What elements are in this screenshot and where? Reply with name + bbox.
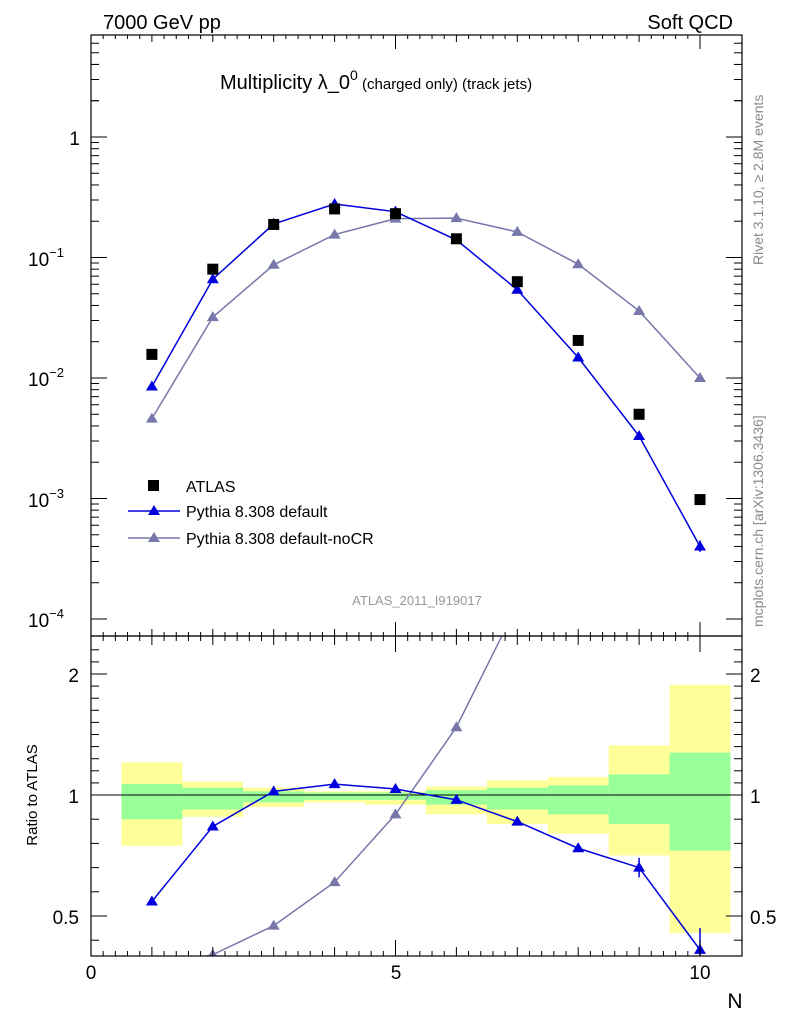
ratio-point-nocr [572,390,584,400]
main-point-default [145,380,158,391]
ratio-point-nocr [389,808,402,819]
ratio-ytick-label-05-right: 0.5 [750,908,776,929]
ratio-point-default [572,842,585,853]
main-point-atlas [511,276,523,288]
ratio-ytick-label-1-right: 1 [750,787,761,808]
legend-marker-default [148,505,160,515]
xtick-label-5: 5 [391,963,402,984]
ratio-point-default [267,785,280,796]
ratio-band-inner [486,787,548,810]
main-point-nocr [450,212,463,223]
ratio-point-default [389,782,402,793]
xtick-label-10: 10 [689,963,710,984]
main-point-nocr [267,258,280,269]
ratio-band-inner [304,792,366,800]
legend-label-default: Pythia 8.308 default [186,504,328,521]
main-line-default [151,203,701,547]
analysis-watermark: ATLAS_2011_I919017 [352,593,482,608]
ratio-band-inner [243,791,305,803]
ratio-ytick-label-05-left: 0.5 [53,908,79,929]
ratio-point-nocr [511,599,523,609]
main-ytick-label-2: 10−2 [28,365,64,391]
ratio-point-nocr [328,876,341,887]
legend-label-atlas: ATLAS [186,479,236,496]
main-ytick-label-3: 10−3 [28,486,64,512]
main-point-default [694,540,706,551]
main-point-atlas [633,408,645,420]
main-point-default [633,430,646,441]
ratio-point-default [328,778,341,789]
ratio-point-default [206,820,219,831]
ratio-ytick-label-1-left: 1 [68,787,79,808]
main-point-nocr [633,304,646,315]
main-panel: 1 10−1 10−2 10−3 10−4 [28,34,743,637]
main-point-default [572,351,585,362]
main-point-atlas [450,233,462,245]
ratio-frame [90,635,743,957]
main-point-nocr [511,225,524,236]
ratio-band-inner [365,792,426,800]
main-point-atlas [694,494,706,506]
legend-label-nocr: Pythia 8.308 default-noCR [186,531,374,548]
main-point-nocr [572,258,585,269]
plot-title: Multiplicity λ_00 (charged only) (track … [220,67,532,94]
ratio-point-nocr [267,919,280,930]
ratio-band-inner [121,784,183,820]
ratio-ytick-label-2-left: 2 [68,666,79,687]
main-point-atlas [207,263,219,275]
main-point-default [511,283,524,294]
ratio-band-inner [669,752,731,851]
main-point-atlas [146,348,158,360]
ratio-panel: 2 1 0.5 2 1 0.5 Ratio to ATLAS 0 5 10 N [24,390,776,1013]
header-right: Soft QCD [647,12,733,34]
main-point-nocr [145,412,158,423]
ratio-point-default [633,861,646,872]
main-ytick-label-0: 1 [69,129,80,150]
main-point-nocr [328,228,341,239]
ratio-point-default [450,793,463,804]
ratio-point-nocr [146,961,158,971]
ratio-point-nocr [450,721,463,732]
legend-marker-atlas [148,480,159,491]
main-ytick-label-1: 10−1 [28,245,64,271]
ratio-band-inner [182,787,244,810]
rivet-label: Rivet 3.1.10, ≥ 2.8M events [750,95,766,265]
main-line-nocr [151,217,701,420]
ratio-band-inner [547,785,609,815]
x-axis-label: N [727,990,742,1013]
main-markers [145,197,706,551]
ratio-ytick-label-2-right: 2 [750,666,761,687]
header-left: 7000 GeV pp [103,12,221,34]
ratio-line-default [151,783,701,951]
main-point-nocr [206,311,219,322]
main-point-nocr [694,372,706,382]
ratio-band-inner [608,774,670,825]
ratio-point-default [145,895,158,906]
main-point-atlas [390,208,401,220]
ratio-ylabel: Ratio to ATLAS [24,744,41,845]
ratio-line-nocr [202,636,503,956]
ratio-uncertainty-bands [121,684,731,933]
main-ytick-label-4: 10−4 [28,606,64,632]
main-point-atlas [268,218,280,230]
legend-marker-nocr [148,532,160,542]
main-point-atlas [572,334,584,346]
xtick-label-0: 0 [86,963,97,984]
mcplots-label: mcplots.cern.ch [arXiv:1306.3436] [750,415,766,627]
main-point-atlas [329,203,341,215]
legend: ATLAS Pythia 8.308 default Pythia 8.308 … [128,479,374,548]
ratio-point-default [511,815,524,826]
main-axis-ticks [90,35,742,636]
main-curves [151,203,701,552]
main-point-default [206,273,219,284]
